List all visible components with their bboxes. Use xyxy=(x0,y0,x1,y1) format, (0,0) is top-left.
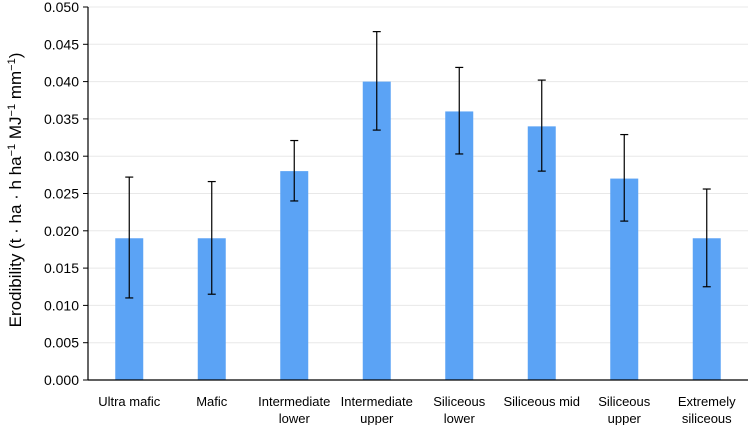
x-category-label: Siliceous upper xyxy=(598,394,651,425)
y-tick-label: 0.000 xyxy=(44,372,79,388)
gridlines xyxy=(88,6,748,344)
error-bar xyxy=(620,133,629,222)
y-axis-title: Erodibility (t · ha · h ha−1 MJ−1 mm−1) xyxy=(6,53,25,328)
y-tick-label: 0.035 xyxy=(44,111,79,127)
error-bar xyxy=(207,180,216,295)
x-category-label: Ultra mafic xyxy=(98,394,161,409)
x-category-label: Siliceous lower xyxy=(433,394,486,425)
y-tick-label: 0.015 xyxy=(44,260,79,276)
y-tick-label: 0.005 xyxy=(44,335,79,351)
x-category-label: Intermediate upper xyxy=(341,394,413,425)
error-bar xyxy=(702,188,711,288)
y-tick-labels: 0.000 0.005 0.010 0.015 0.020 0.025 0.030 0.035… xyxy=(44,0,88,388)
y-tick-label: 0.020 xyxy=(44,223,79,239)
x-category-label: Intermediate lower xyxy=(258,394,330,425)
bar xyxy=(280,171,309,380)
y-tick-label: 0.045 xyxy=(44,36,79,52)
error-bar xyxy=(455,66,464,155)
error-bars xyxy=(125,31,711,299)
bar xyxy=(445,111,474,380)
y-tick-label: 0.030 xyxy=(44,148,79,164)
x-category-label: Siliceous mid xyxy=(503,394,580,409)
bar xyxy=(362,81,391,380)
error-bar xyxy=(372,31,381,131)
x-category-label: Mafic xyxy=(196,394,228,409)
x-category-labels: Ultra mafic Mafic Intermediate lower Interme… xyxy=(98,394,736,425)
error-bar xyxy=(290,139,299,202)
error-bar xyxy=(537,79,546,172)
y-tick-label: 0.040 xyxy=(44,74,79,90)
y-tick-label: 0.010 xyxy=(44,297,79,313)
x-category-label: Extremely siliceous xyxy=(678,394,736,425)
y-tick-label: 0.050 xyxy=(44,0,79,15)
error-bar xyxy=(125,176,134,299)
y-tick-label: 0.025 xyxy=(44,186,79,202)
